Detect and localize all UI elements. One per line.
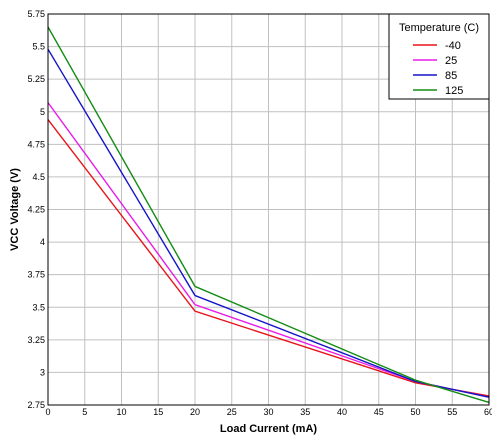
legend-label: 125 xyxy=(445,85,463,97)
y-tick-label: 4.25 xyxy=(27,205,45,215)
x-tick-label: 5 xyxy=(82,407,87,417)
y-tick-label: 3.75 xyxy=(27,270,45,280)
x-tick-label: 55 xyxy=(447,407,457,417)
legend-label: -40 xyxy=(445,40,461,52)
x-tick-label: 60 xyxy=(484,407,492,417)
y-axis-label: VCC Voltage (V) xyxy=(9,168,21,251)
y-tick-label: 5.5 xyxy=(32,42,45,52)
y-tick-label: 3 xyxy=(40,367,45,377)
y-tick-label: 4.5 xyxy=(32,172,45,182)
y-tick-label: 2.75 xyxy=(27,400,45,410)
x-axis-label: Load Current (mA) xyxy=(220,423,318,435)
y-tick-label: 3.25 xyxy=(27,335,45,345)
x-tick-label: 45 xyxy=(374,407,384,417)
series-line-85 xyxy=(47,48,490,398)
y-tick-label: 4.75 xyxy=(27,139,45,149)
legend-label: 25 xyxy=(445,55,457,67)
y-tick-label: 4 xyxy=(40,237,45,247)
x-tick-label: 10 xyxy=(116,407,126,417)
legend-items: -40 25 85 125 xyxy=(413,40,463,97)
x-tick-label: 15 xyxy=(153,407,163,417)
x-tick-label: 40 xyxy=(337,407,347,417)
x-tick-label: 50 xyxy=(410,407,420,417)
plot-frame xyxy=(47,13,490,406)
y-tick-label: 3.5 xyxy=(32,302,45,312)
x-tick-label: 25 xyxy=(227,407,237,417)
y-tick-label: 5.75 xyxy=(27,9,45,19)
x-tick-labels: 0 5 10 15 20 25 30 35 40 45 50 55 60 xyxy=(45,407,492,417)
y-tick-label: 5.25 xyxy=(27,74,45,84)
series-lines xyxy=(47,26,490,404)
x-tick-label: 20 xyxy=(190,407,200,417)
y-tick-labels: 2.75 3 3.25 3.5 3.75 4 4.25 4.5 4.75 5 5.25 5.5 5.75 xyxy=(27,9,45,410)
legend-label: 85 xyxy=(445,70,457,82)
x-tick-label: 30 xyxy=(263,407,273,417)
series-line-125 xyxy=(47,26,490,404)
legend-title: Temperature (C) xyxy=(399,22,479,34)
y-tick-label: 5 xyxy=(40,107,45,117)
legend-box xyxy=(388,13,490,100)
x-tick-label: 0 xyxy=(45,407,50,417)
legend: Temperature (C) -40 25 85 125 xyxy=(388,13,490,100)
x-tick-label: 35 xyxy=(300,407,310,417)
